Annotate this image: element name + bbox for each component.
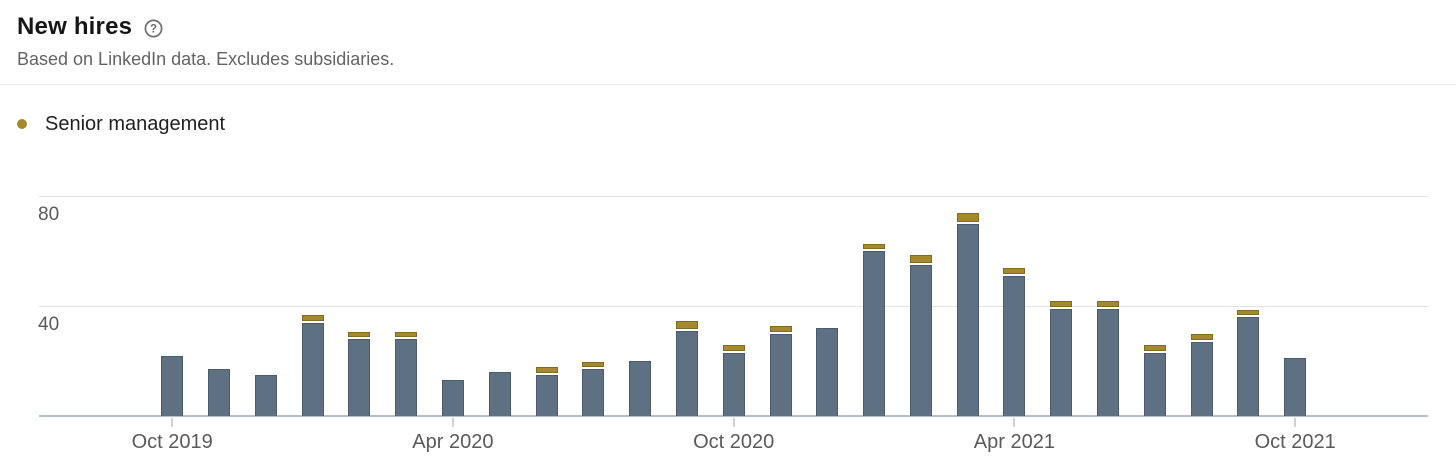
bar-segment-total bbox=[1143, 352, 1166, 417]
bar-segment-senior-management bbox=[769, 326, 792, 332]
bar-jan-2021[interactable] bbox=[863, 243, 885, 416]
bar-segment-total bbox=[675, 330, 698, 416]
bar-feb-2021[interactable] bbox=[909, 254, 932, 416]
bar-segment-senior-management bbox=[348, 331, 371, 337]
bar-nov-2020[interactable] bbox=[769, 326, 792, 416]
header-divider bbox=[0, 84, 1456, 85]
bar-apr-2021[interactable] bbox=[1003, 268, 1026, 417]
gridline-80 bbox=[39, 196, 1428, 197]
bar-dec-2020[interactable] bbox=[816, 328, 839, 416]
x-axis-label-oct-2019: Oct 2019 bbox=[131, 431, 213, 453]
legend-item-label: Senior management bbox=[45, 113, 226, 135]
x-axis-label-apr-2021: Apr 2021 bbox=[973, 431, 1055, 453]
bar-segment-senior-management bbox=[675, 320, 698, 329]
legend: Senior management bbox=[17, 112, 1456, 136]
bar-segment-senior-management bbox=[1097, 301, 1119, 307]
bar-segment-total bbox=[488, 372, 511, 416]
bar-segment-total bbox=[395, 339, 418, 416]
bar-jan-2020[interactable] bbox=[301, 315, 324, 416]
bar-aug-2021[interactable] bbox=[1190, 334, 1213, 417]
x-axis-tick-oct-2020 bbox=[732, 418, 735, 427]
x-axis-label-oct-2020: Oct 2020 bbox=[693, 431, 775, 453]
x-axis-tick-oct-2019 bbox=[171, 418, 174, 427]
bar-segment-total bbox=[1284, 358, 1307, 417]
legend-item-senior-management[interactable]: Senior management bbox=[17, 112, 225, 136]
bar-segment-senior-management bbox=[535, 367, 558, 373]
bar-segment-total bbox=[582, 369, 605, 417]
bar-dec-2019[interactable] bbox=[254, 374, 277, 417]
bar-segment-total bbox=[535, 374, 558, 417]
bar-segment-senior-management bbox=[956, 213, 979, 222]
bar-segment-total bbox=[1237, 317, 1260, 416]
y-axis-label-40: 40 bbox=[38, 314, 60, 335]
bar-segment-total bbox=[254, 374, 277, 417]
bar-segment-senior-management bbox=[1190, 334, 1213, 340]
bar-may-2020[interactable] bbox=[488, 372, 511, 416]
x-axis-label-oct-2021: Oct 2021 bbox=[1254, 431, 1336, 453]
x-axis-tick-oct-2021 bbox=[1294, 418, 1297, 427]
bar-segment-senior-management bbox=[863, 243, 885, 249]
gridline-40 bbox=[39, 306, 1428, 307]
x-axis-label-apr-2020: Apr 2020 bbox=[412, 431, 494, 453]
bar-segment-total bbox=[208, 369, 230, 417]
bar-nov-2019[interactable] bbox=[208, 369, 230, 417]
bar-segment-senior-management bbox=[1237, 309, 1260, 315]
bar-feb-2020[interactable] bbox=[348, 331, 371, 416]
help-icon[interactable]: ? bbox=[144, 19, 163, 38]
bar-segment-total bbox=[629, 361, 652, 416]
bar-segment-senior-management bbox=[582, 361, 605, 368]
bar-segment-senior-management bbox=[1050, 301, 1073, 307]
bar-may-2021[interactable] bbox=[1050, 301, 1073, 417]
bar-sep-2021[interactable] bbox=[1237, 309, 1260, 416]
bar-segment-total bbox=[909, 264, 932, 416]
bar-segment-total bbox=[1050, 308, 1073, 417]
bar-jul-2021[interactable] bbox=[1143, 345, 1166, 417]
svg-text:?: ? bbox=[150, 23, 157, 35]
bar-segment-senior-management bbox=[909, 254, 932, 263]
bar-jul-2020[interactable] bbox=[582, 361, 605, 417]
bar-oct-2020[interactable] bbox=[722, 345, 745, 417]
bar-segment-total bbox=[816, 328, 839, 416]
x-axis-tick-apr-2020 bbox=[451, 418, 454, 427]
bar-jun-2020[interactable] bbox=[535, 367, 558, 417]
bar-segment-senior-management bbox=[722, 345, 745, 351]
bar-segment-total bbox=[1003, 275, 1026, 417]
bar-segment-senior-management bbox=[395, 331, 418, 337]
bar-segment-total bbox=[956, 223, 979, 417]
bar-sep-2020[interactable] bbox=[675, 320, 698, 416]
bar-apr-2020[interactable] bbox=[441, 380, 464, 417]
bar-segment-total bbox=[301, 322, 324, 416]
x-axis-tick-apr-2021 bbox=[1013, 418, 1016, 427]
bar-segment-total bbox=[722, 352, 745, 417]
bar-mar-2021[interactable] bbox=[956, 213, 979, 417]
bar-jun-2021[interactable] bbox=[1097, 301, 1119, 417]
page-title: New hires bbox=[17, 13, 133, 40]
bar-oct-2021[interactable] bbox=[1284, 358, 1307, 417]
bar-mar-2020[interactable] bbox=[395, 331, 418, 416]
subtitle: Based on LinkedIn data. Excludes subsidi… bbox=[17, 49, 395, 69]
bar-segment-total bbox=[863, 251, 885, 416]
bar-segment-senior-management bbox=[301, 315, 324, 321]
bar-segment-total bbox=[348, 339, 371, 416]
bar-segment-senior-management bbox=[1003, 268, 1026, 274]
bar-aug-2020[interactable] bbox=[629, 361, 652, 416]
legend-dot-icon bbox=[17, 119, 27, 129]
bar-segment-senior-management bbox=[1143, 345, 1166, 351]
bar-segment-total bbox=[441, 380, 464, 417]
bar-oct-2019[interactable] bbox=[161, 355, 184, 416]
bar-segment-total bbox=[1190, 341, 1213, 417]
bar-segment-total bbox=[1097, 308, 1119, 417]
y-axis-label-80: 80 bbox=[38, 204, 60, 225]
header: New hires ? bbox=[0, 0, 1456, 41]
bar-segment-total bbox=[161, 355, 184, 416]
bar-segment-total bbox=[769, 333, 792, 416]
